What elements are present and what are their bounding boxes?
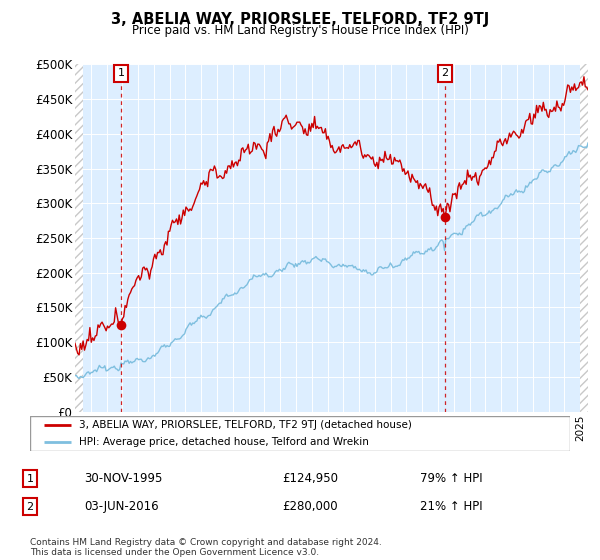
Text: Contains HM Land Registry data © Crown copyright and database right 2024.
This d: Contains HM Land Registry data © Crown c… (30, 538, 382, 557)
Text: 3, ABELIA WAY, PRIORSLEE, TELFORD, TF2 9TJ: 3, ABELIA WAY, PRIORSLEE, TELFORD, TF2 9… (111, 12, 489, 27)
Bar (580, 64, 596, 412)
Bar (75, 64, 83, 412)
Text: £124,950: £124,950 (282, 472, 338, 486)
Text: Price paid vs. HM Land Registry's House Price Index (HPI): Price paid vs. HM Land Registry's House … (131, 24, 469, 36)
Text: 1: 1 (118, 68, 125, 78)
Text: 21% ↑ HPI: 21% ↑ HPI (420, 500, 482, 514)
Text: 3, ABELIA WAY, PRIORSLEE, TELFORD, TF2 9TJ (detached house): 3, ABELIA WAY, PRIORSLEE, TELFORD, TF2 9… (79, 421, 412, 431)
Text: 1: 1 (26, 474, 34, 484)
Text: 2: 2 (26, 502, 34, 512)
Text: 03-JUN-2016: 03-JUN-2016 (84, 500, 158, 514)
Text: 30-NOV-1995: 30-NOV-1995 (84, 472, 163, 486)
Text: HPI: Average price, detached house, Telford and Wrekin: HPI: Average price, detached house, Telf… (79, 437, 368, 447)
Text: £280,000: £280,000 (282, 500, 338, 514)
FancyBboxPatch shape (30, 416, 570, 451)
Text: 79% ↑ HPI: 79% ↑ HPI (420, 472, 482, 486)
Text: 2: 2 (442, 68, 449, 78)
